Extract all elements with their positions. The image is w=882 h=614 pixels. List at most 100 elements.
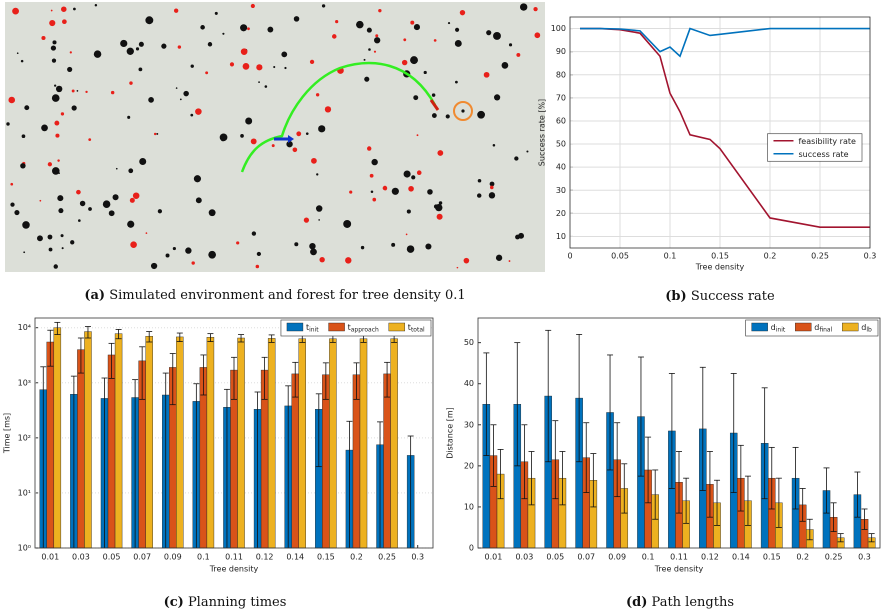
tree [534,32,541,39]
tree [6,122,10,126]
tree [406,209,411,214]
tree [10,202,15,207]
legend-name: t [408,323,411,332]
tree [492,143,496,147]
bar [107,354,116,549]
chart: 10 20 30 40 50 60 70 80 90 100 Success rate [%] Tre… [538,16,876,272]
bar [145,336,153,549]
tree [413,24,420,31]
tree [410,20,415,25]
tree [236,241,240,245]
x-tick-label: 0.03 [72,553,90,562]
tree [115,167,118,170]
tree [240,24,248,32]
tree [200,25,205,30]
legend-subscript: init [309,326,319,333]
bar [53,327,62,549]
y-axis-label: Distance [m] [446,407,455,459]
tree [191,261,195,265]
tree [71,89,75,93]
x-tick-label: 0.03 [515,553,533,562]
tree [153,132,157,136]
tree [120,39,128,48]
x-tick-label: 0.14 [286,553,304,562]
legend: dinit dfinal dlb [745,319,879,337]
tree [14,209,20,216]
tree [255,264,260,269]
legend-subscript: approach [351,326,379,333]
legend-label: feasibility rate [798,136,856,145]
y-tick-label: 0 [469,544,474,553]
tree [247,27,250,31]
tree [139,157,147,165]
tree [501,62,509,69]
legend-label: dinit [771,323,786,334]
tree [20,163,26,169]
tree [477,178,482,183]
tree [256,251,261,257]
tree [519,3,528,11]
tree [41,35,46,41]
tree [447,22,451,25]
tree [57,159,60,162]
tree [229,62,235,67]
caption-text: Success rate [691,289,775,304]
tree [47,234,53,240]
tree [315,205,323,212]
y-tick-label: 10⁴ [18,323,31,332]
tree [21,134,26,139]
x-tick-label: 0.1 [664,252,677,261]
tree [165,253,170,258]
tree [52,40,57,45]
tree [410,56,418,65]
tree [515,234,520,240]
tree [378,8,382,13]
y-tick-label: 50 [556,140,566,149]
bar [298,338,306,549]
tree [172,246,176,251]
tree [309,59,315,65]
tree [108,210,115,217]
y-tick-label: 100 [551,24,566,33]
y-tick-label: 10⁰ [18,544,31,553]
x-tick-label: 0.12 [256,553,274,562]
tree [267,26,274,33]
tree [71,105,77,111]
y-tick-label: 10 [464,502,474,511]
tree [345,257,352,264]
legend-name: success rate [798,149,848,158]
tree [22,221,30,229]
tree [61,247,64,250]
tree [273,66,276,69]
caption-label: (d) [626,595,647,610]
tree [332,34,337,39]
tree [368,48,371,51]
caption: (c) Planning times [164,595,287,610]
legend-subscript: lb [866,326,872,333]
tree [37,235,43,242]
tree [79,200,86,207]
bar [329,338,337,549]
tree [208,250,216,259]
tree [493,94,501,101]
tree [374,37,381,44]
tree [271,144,275,148]
x-tick-label: 0.09 [608,553,626,562]
path-overlay [240,61,473,173]
tree [324,106,332,113]
tree [10,182,14,186]
x-tick-label: 0.11 [670,553,688,562]
tree [148,97,154,103]
bar [322,374,330,549]
tree [483,71,490,78]
tree [193,175,202,183]
legend-subscript: final [819,326,832,333]
tree [183,90,189,97]
tree [281,51,288,58]
tree [431,93,436,97]
bar [206,337,215,549]
tree [356,20,364,29]
tree [16,52,19,55]
tree [208,209,216,217]
tree [57,195,64,202]
